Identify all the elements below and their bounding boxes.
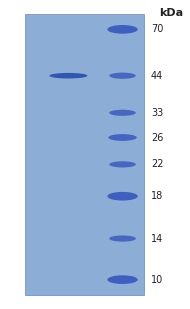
Ellipse shape [109, 110, 136, 116]
Ellipse shape [107, 25, 138, 34]
Text: 33: 33 [151, 108, 163, 118]
Text: 70: 70 [151, 24, 163, 34]
Ellipse shape [49, 73, 87, 78]
Text: 18: 18 [151, 191, 163, 201]
Text: 26: 26 [151, 133, 163, 142]
Ellipse shape [109, 73, 136, 79]
Ellipse shape [109, 235, 136, 242]
Text: kDa: kDa [159, 8, 183, 18]
Ellipse shape [108, 134, 137, 141]
Text: 10: 10 [151, 275, 163, 285]
Ellipse shape [107, 275, 138, 284]
Text: 22: 22 [151, 159, 164, 169]
Ellipse shape [109, 161, 136, 167]
Ellipse shape [107, 192, 138, 201]
Text: 44: 44 [151, 71, 163, 81]
Bar [25, 14, 144, 295]
Text: 14: 14 [151, 234, 163, 243]
